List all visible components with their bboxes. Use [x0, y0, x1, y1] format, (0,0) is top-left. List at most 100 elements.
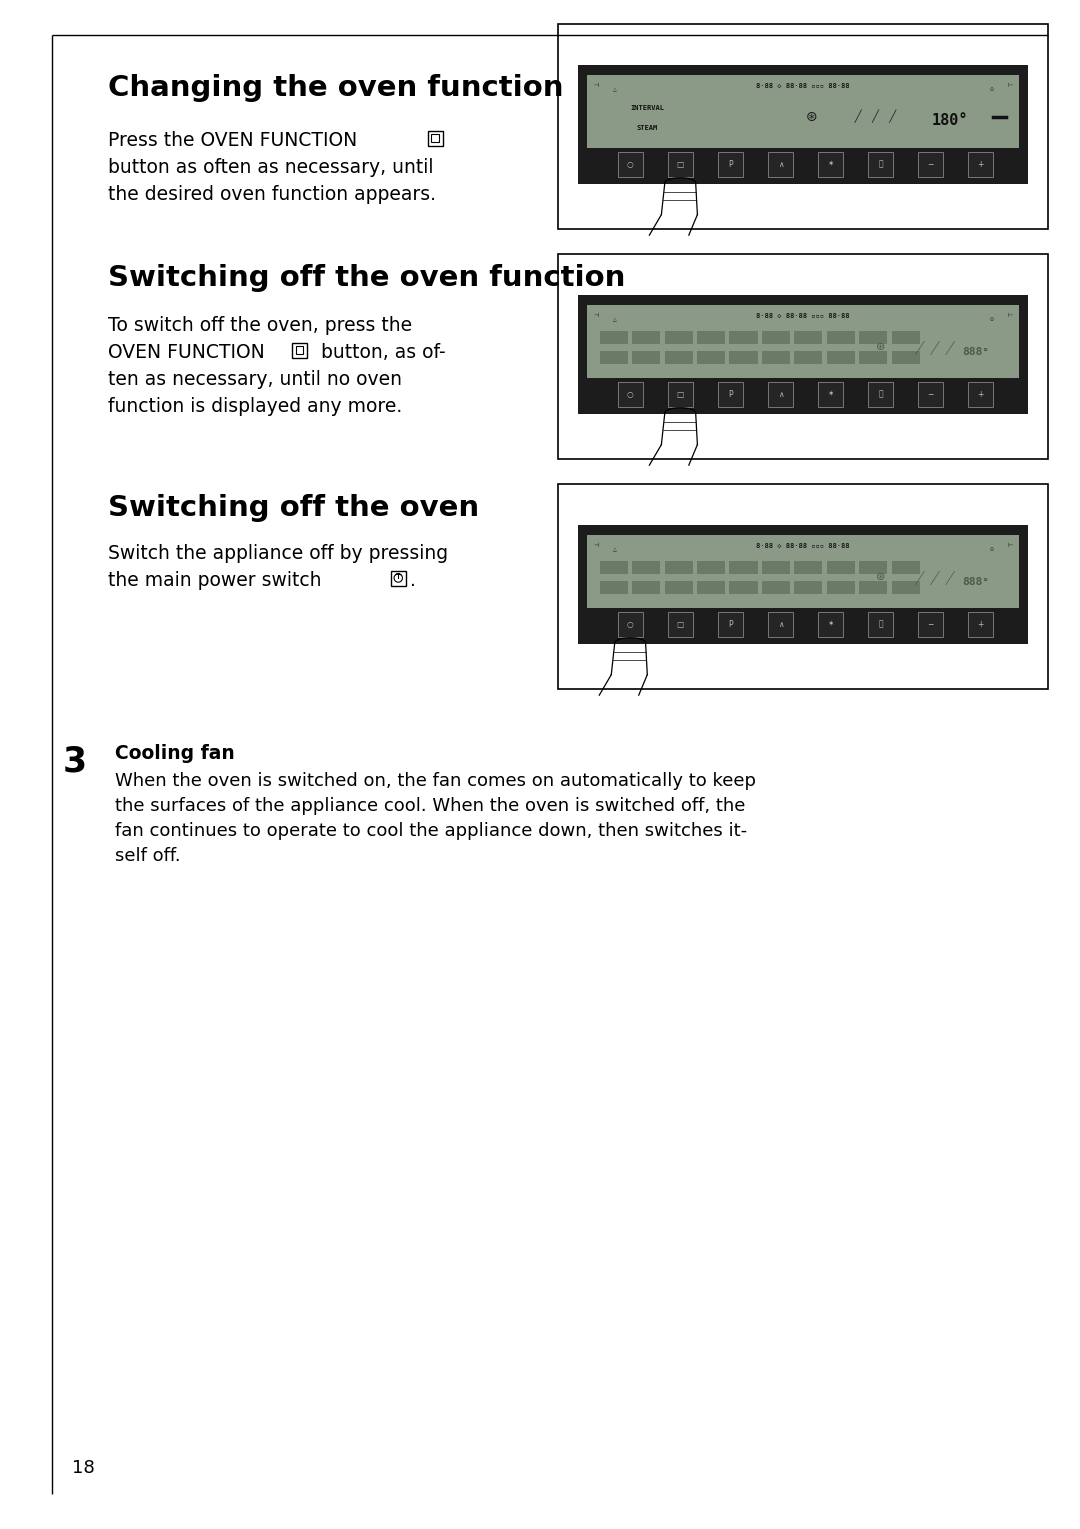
- Text: 8·88 ◇ 88·88 ▫▫▫ 88·88: 8·88 ◇ 88·88 ▫▫▫ 88·88: [756, 312, 850, 318]
- FancyBboxPatch shape: [632, 561, 660, 575]
- Text: Cooling fan: Cooling fan: [114, 745, 234, 763]
- Text: ⏻: ⏻: [878, 619, 883, 628]
- Text: fan continues to operate to cool the appliance down, then switches it-: fan continues to operate to cool the app…: [114, 823, 747, 839]
- Text: ⊙: ⊙: [989, 547, 994, 552]
- FancyBboxPatch shape: [818, 612, 843, 636]
- Text: ○: ○: [626, 161, 634, 168]
- FancyBboxPatch shape: [664, 561, 692, 575]
- Text: Switch the appliance off by pressing: Switch the appliance off by pressing: [108, 544, 448, 563]
- FancyBboxPatch shape: [892, 561, 920, 575]
- Text: Switching off the oven function: Switching off the oven function: [108, 265, 625, 292]
- FancyBboxPatch shape: [599, 561, 627, 575]
- Text: the main power switch: the main power switch: [108, 570, 322, 590]
- FancyBboxPatch shape: [761, 561, 789, 575]
- Text: P: P: [728, 161, 732, 168]
- FancyBboxPatch shape: [860, 561, 888, 575]
- FancyBboxPatch shape: [860, 332, 888, 344]
- Text: 8·88 ◇ 88·88 ▫▫▫ 88·88: 8·88 ◇ 88·88 ▫▫▫ 88·88: [756, 83, 850, 89]
- Text: 888°: 888°: [962, 347, 989, 358]
- Text: +: +: [977, 390, 984, 399]
- FancyBboxPatch shape: [969, 382, 994, 407]
- FancyBboxPatch shape: [969, 151, 994, 177]
- FancyBboxPatch shape: [618, 151, 643, 177]
- Text: ⊢: ⊢: [1008, 313, 1013, 318]
- FancyBboxPatch shape: [761, 332, 789, 344]
- Text: When the oven is switched on, the fan comes on automatically to keep: When the oven is switched on, the fan co…: [114, 772, 756, 790]
- FancyBboxPatch shape: [667, 612, 692, 636]
- FancyBboxPatch shape: [969, 612, 994, 636]
- Text: 180°: 180°: [932, 113, 969, 128]
- Text: ⊛: ⊛: [806, 110, 818, 124]
- FancyBboxPatch shape: [664, 352, 692, 364]
- FancyBboxPatch shape: [558, 485, 1048, 690]
- FancyBboxPatch shape: [795, 561, 823, 575]
- FancyBboxPatch shape: [296, 346, 303, 353]
- Text: 18: 18: [72, 1459, 95, 1477]
- Text: self off.: self off.: [114, 847, 180, 865]
- Text: the surfaces of the appliance cool. When the oven is switched off, the: the surfaces of the appliance cool. When…: [114, 797, 745, 815]
- FancyBboxPatch shape: [578, 66, 1028, 183]
- FancyBboxPatch shape: [818, 382, 843, 407]
- FancyBboxPatch shape: [618, 612, 643, 636]
- FancyBboxPatch shape: [718, 612, 743, 636]
- Text: □: □: [676, 619, 684, 628]
- FancyBboxPatch shape: [892, 581, 920, 595]
- FancyBboxPatch shape: [431, 135, 438, 142]
- Text: function is displayed any more.: function is displayed any more.: [108, 398, 402, 416]
- Text: −: −: [928, 161, 934, 168]
- FancyBboxPatch shape: [667, 382, 692, 407]
- Text: button as often as necessary, until: button as often as necessary, until: [108, 157, 433, 177]
- FancyBboxPatch shape: [892, 332, 920, 344]
- FancyBboxPatch shape: [586, 304, 1020, 378]
- FancyBboxPatch shape: [860, 352, 888, 364]
- Text: 888°: 888°: [962, 578, 989, 587]
- Text: ten as necessary, until no oven: ten as necessary, until no oven: [108, 370, 402, 388]
- Text: Changing the oven function: Changing the oven function: [108, 73, 564, 102]
- FancyBboxPatch shape: [599, 332, 627, 344]
- Text: STEAM: STEAM: [636, 124, 658, 130]
- Text: ○: ○: [626, 390, 634, 399]
- FancyBboxPatch shape: [761, 352, 789, 364]
- Text: □: □: [676, 161, 684, 168]
- Text: 8·88 ◇ 88·88 ▫▫▫ 88·88: 8·88 ◇ 88·88 ▫▫▫ 88·88: [756, 543, 850, 549]
- Text: ∧: ∧: [778, 619, 783, 628]
- FancyBboxPatch shape: [729, 581, 757, 595]
- Text: OVEN FUNCTION: OVEN FUNCTION: [108, 342, 265, 362]
- Text: ⊢: ⊢: [1008, 543, 1013, 547]
- Text: ⏻: ⏻: [878, 390, 883, 399]
- FancyBboxPatch shape: [578, 524, 1028, 644]
- Text: ⊣: ⊣: [593, 313, 598, 318]
- FancyBboxPatch shape: [827, 332, 855, 344]
- Text: the desired oven function appears.: the desired oven function appears.: [108, 185, 436, 203]
- FancyBboxPatch shape: [632, 352, 660, 364]
- Text: ○: ○: [626, 619, 634, 628]
- FancyBboxPatch shape: [618, 382, 643, 407]
- Text: 3: 3: [63, 745, 87, 778]
- FancyBboxPatch shape: [860, 581, 888, 595]
- FancyBboxPatch shape: [795, 581, 823, 595]
- FancyBboxPatch shape: [558, 24, 1048, 229]
- Text: □: □: [676, 390, 684, 399]
- Text: ✶: ✶: [827, 619, 834, 628]
- FancyBboxPatch shape: [768, 382, 793, 407]
- Text: P: P: [728, 390, 732, 399]
- Text: .: .: [410, 570, 416, 590]
- Text: −: −: [928, 619, 934, 628]
- Text: △: △: [612, 87, 617, 92]
- FancyBboxPatch shape: [428, 130, 443, 145]
- Text: ⊢: ⊢: [1008, 83, 1013, 89]
- FancyBboxPatch shape: [632, 581, 660, 595]
- Text: Press the OVEN FUNCTION: Press the OVEN FUNCTION: [108, 131, 357, 150]
- Text: ⊣: ⊣: [593, 543, 598, 547]
- Text: To switch off the oven, press the: To switch off the oven, press the: [108, 317, 413, 335]
- FancyBboxPatch shape: [795, 332, 823, 344]
- FancyBboxPatch shape: [586, 75, 1020, 148]
- FancyBboxPatch shape: [718, 382, 743, 407]
- FancyBboxPatch shape: [892, 352, 920, 364]
- Text: −: −: [928, 390, 934, 399]
- FancyBboxPatch shape: [718, 151, 743, 177]
- Text: ⊛: ⊛: [876, 572, 886, 583]
- FancyBboxPatch shape: [918, 612, 943, 636]
- FancyBboxPatch shape: [599, 581, 627, 595]
- Text: P: P: [728, 619, 732, 628]
